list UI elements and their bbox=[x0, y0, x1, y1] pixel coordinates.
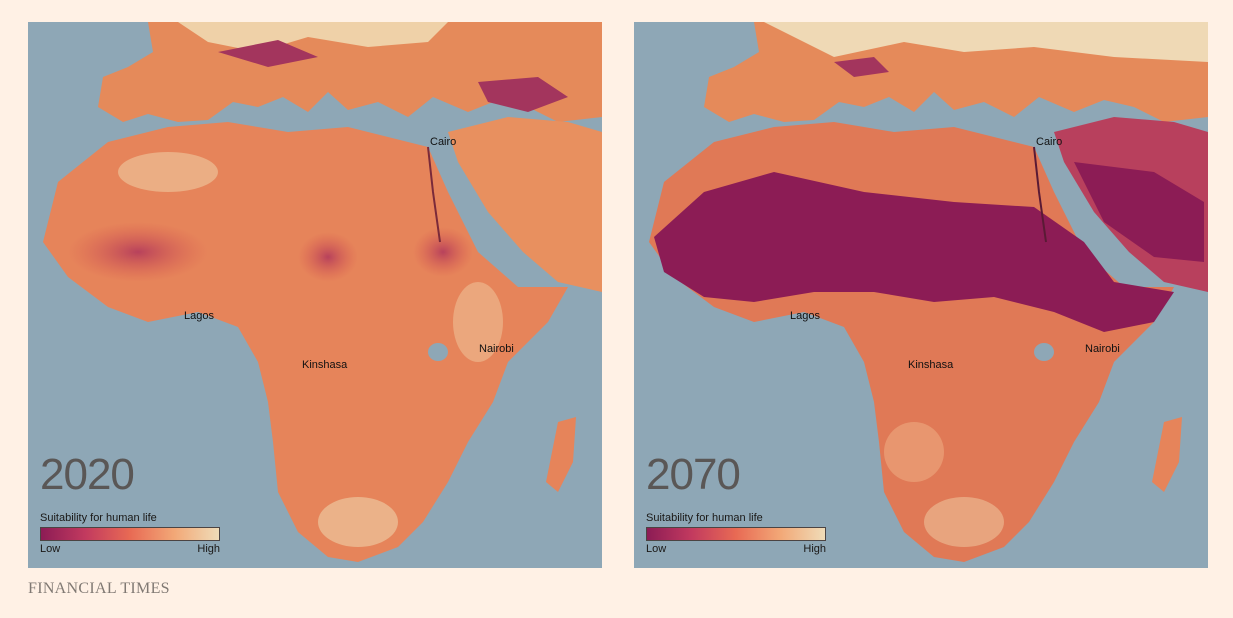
land-madagascar bbox=[546, 417, 576, 492]
brand-footer: FINANCIAL TIMES bbox=[28, 580, 170, 597]
city-label-nairobi: Nairobi bbox=[1085, 343, 1120, 355]
legend-low-label: Low bbox=[646, 543, 667, 555]
city-label-cairo: Cairo bbox=[430, 136, 457, 148]
legend-title: Suitability for human life bbox=[40, 512, 157, 524]
legend-gradient bbox=[646, 527, 826, 541]
map-2070: Cairo Lagos Kinshasa Nairobi 2070 Suitab… bbox=[634, 22, 1208, 568]
legend-gradient bbox=[40, 527, 220, 541]
city-label-lagos: Lagos bbox=[790, 310, 820, 322]
city-label-cairo: Cairo bbox=[1036, 136, 1063, 148]
legend-low-label: Low bbox=[40, 543, 61, 555]
city-label-kinshasa: Kinshasa bbox=[302, 359, 348, 371]
legend-high-label: High bbox=[803, 543, 826, 555]
map-2020: Cairo Lagos Kinshasa Nairobi 2020 Suitab… bbox=[28, 22, 602, 568]
map-graphic-2070 bbox=[649, 22, 1208, 562]
view-tabs bbox=[28, 0, 451, 2]
land-arabia bbox=[448, 117, 602, 292]
year-label: 2020 bbox=[40, 450, 135, 499]
land-europe bbox=[98, 22, 602, 122]
legend: Suitability for human life Low High bbox=[40, 512, 220, 555]
legend: Suitability for human life Low High bbox=[646, 512, 826, 555]
city-label-nairobi: Nairobi bbox=[479, 343, 514, 355]
map-graphic-2020 bbox=[43, 22, 602, 562]
city-label-lagos: Lagos bbox=[184, 310, 214, 322]
city-label-kinshasa: Kinshasa bbox=[908, 359, 954, 371]
legend-high-label: High bbox=[197, 543, 220, 555]
year-label: 2070 bbox=[646, 450, 741, 499]
land-madagascar bbox=[1152, 417, 1182, 492]
legend-title: Suitability for human life bbox=[646, 512, 763, 524]
